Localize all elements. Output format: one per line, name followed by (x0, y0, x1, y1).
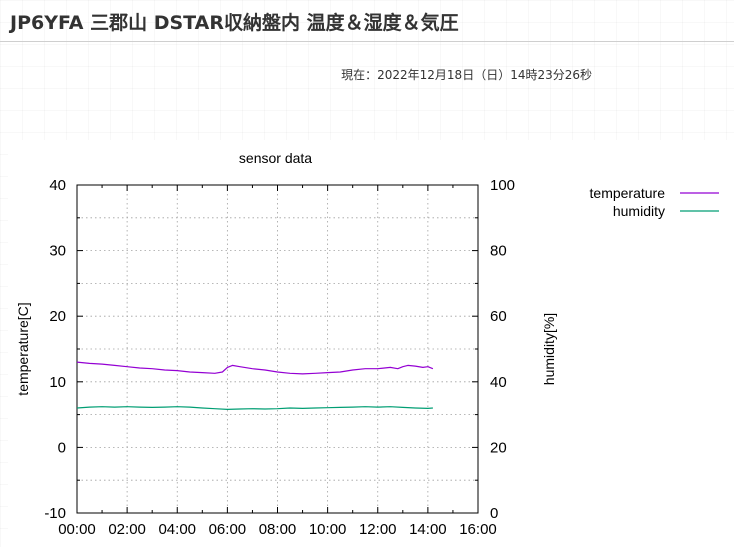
sensor-chart: 00:00 02:00 04:00 06:00 08:00 10:00 12:00 14:00… (15, 150, 719, 538)
x-tick-label: 04:00 (158, 521, 196, 538)
y2-tick-label: 0 (490, 505, 498, 522)
y2-tick-label: 40 (490, 374, 507, 391)
plot-border (76, 184, 479, 514)
x-tick-label: 16:00 (459, 521, 497, 538)
y2-axis-label: humidity[%] (541, 313, 557, 385)
y2-tick-label: 60 (490, 308, 507, 325)
y2-tick-label: 20 (490, 439, 507, 456)
y-tick-label: 20 (49, 308, 66, 325)
timestamp-value: 2022年12月18日（日）14時23分26秒 (377, 68, 592, 82)
legend-label-humidity: humidity (613, 203, 665, 219)
x-tick-label: 00:00 (58, 521, 96, 538)
timestamp-row: 現在：2022年12月18日（日）14時23分26秒 (341, 66, 592, 83)
plot-panel: 00:00 02:00 04:00 06:00 08:00 10:00 12:00 14:00… (8, 140, 734, 547)
x-tick-label: 14:00 (409, 521, 447, 538)
x-tick-label: 10:00 (309, 521, 347, 538)
x-tick-label: 02:00 (108, 521, 146, 538)
y2-tick-label: 80 (490, 243, 507, 260)
legend-label-temperature: temperature (590, 185, 666, 201)
x-tick-label: 08:00 (259, 521, 297, 538)
series-line-temperature (76, 361, 434, 375)
y-axis-label: temperature[C] (15, 302, 31, 395)
y-tick-label: 0 (58, 439, 66, 456)
y2-tick-label: 100 (490, 177, 515, 194)
x-tick-label: 06:00 (209, 521, 247, 538)
y-tick-label: 30 (49, 243, 66, 260)
y-tick-label: -10 (44, 505, 66, 522)
series-line-humidity (76, 406, 433, 410)
page-header: JP6YFA 三郡山 DSTAR収納盤内 温度＆湿度＆気圧 (0, 0, 734, 42)
chart-title: sensor data (239, 150, 312, 166)
y-tick-label: 40 (49, 177, 66, 194)
plot-area (77, 185, 478, 513)
x-tick-label: 12:00 (359, 521, 397, 538)
timestamp-label: 現在： (341, 68, 378, 82)
page-title: JP6YFA 三郡山 DSTAR収納盤内 温度＆湿度＆気圧 (10, 12, 459, 34)
y-tick-label: 10 (49, 374, 66, 391)
